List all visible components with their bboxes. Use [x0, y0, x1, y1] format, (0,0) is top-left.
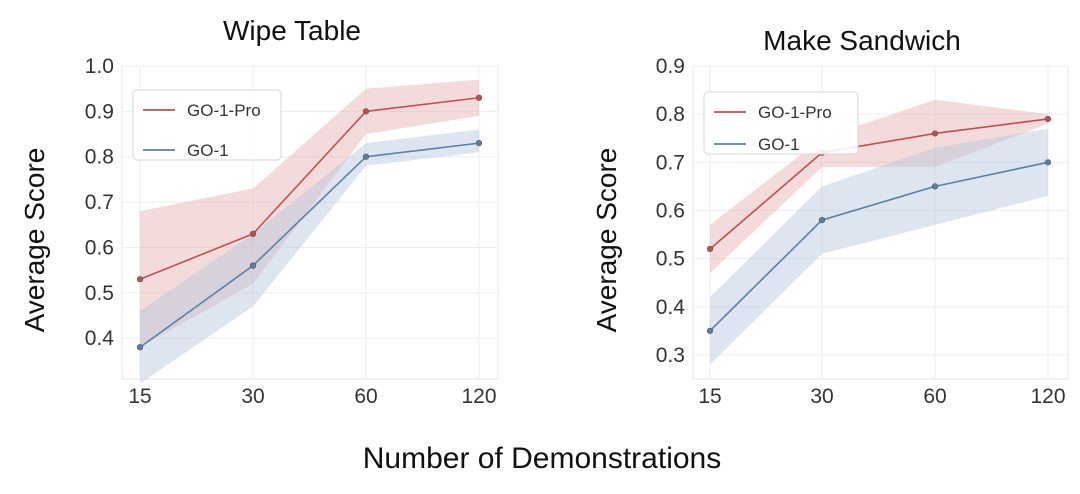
legend: GO-1-Pro GO-1 [703, 91, 859, 155]
chart-title: Make Sandwich [763, 25, 961, 56]
series-line-go-1 [139, 142, 480, 348]
y-tick-label: 0.8 [85, 146, 114, 169]
y-tick-label: 1.0 [85, 55, 114, 78]
y-tick-label: 0.4 [85, 327, 115, 350]
data-point-go-1-pro [136, 276, 144, 283]
data-point-go-1 [249, 262, 257, 269]
confidence-band-go-1-pro [140, 79, 479, 348]
legend: GO-1-Pro GO-1 [132, 89, 282, 161]
y-tick-label: 0.7 [85, 191, 114, 214]
legend-label: GO-1 [758, 135, 800, 154]
legend-label: GO-1-Pro [187, 101, 261, 120]
confidence-band-go-1-pro [710, 99, 1048, 274]
x-tick-label: 15 [128, 385, 151, 408]
data-point-go-1-pro [362, 108, 370, 115]
series-line-go-1-pro [709, 118, 1049, 250]
x-tick-label: 120 [461, 385, 496, 408]
data-point-go-1-pro [706, 245, 714, 253]
y-tick-label: 0.8 [656, 103, 685, 126]
data-point-go-1-pro [249, 230, 257, 237]
y-tick-label: 0.6 [85, 236, 114, 259]
chart-make-sandwich: 0.3 0.4 0.5 0.6 0.7 0.8 0.9 15 30 60 120 Make Sandw… [591, 25, 1069, 408]
y-tick-label: 0.9 [656, 55, 685, 78]
data-point-go-1 [1044, 159, 1052, 166]
x-tick-label: 30 [810, 385, 833, 408]
data-point-go-1 [362, 153, 370, 160]
y-axis-label: Average Score [591, 148, 622, 333]
x-tick-label: 30 [241, 385, 264, 408]
data-point-go-1-pro [1044, 115, 1052, 123]
y-axis-label: Average Score [19, 148, 50, 333]
legend-label: GO-1-Pro [758, 103, 832, 122]
x-tick-label: 15 [698, 385, 721, 408]
data-point-go-1 [818, 216, 826, 224]
confidence-band-go-1 [140, 129, 479, 384]
data-point-go-1 [136, 344, 144, 351]
data-point-go-1 [931, 183, 939, 190]
shared-x-axis-label: Number of Demonstrations [363, 442, 721, 475]
x-tick-label: 60 [923, 385, 946, 408]
y-tick-label: 0.4 [656, 296, 686, 319]
chart-title: Wipe Table [223, 15, 361, 46]
data-point-go-1 [475, 140, 483, 147]
legend-box [703, 91, 859, 155]
y-tick-label: 0.6 [656, 199, 685, 222]
data-point-go-1-pro [475, 94, 483, 101]
legend-label: GO-1 [187, 141, 229, 160]
series-line-go-1 [709, 161, 1049, 332]
confidence-band-go-1 [710, 128, 1048, 365]
legend-box [132, 89, 282, 161]
x-tick-label: 120 [1030, 385, 1065, 408]
y-tick-label: 0.5 [85, 282, 114, 305]
y-tick-label: 0.3 [656, 344, 685, 367]
y-tick-label: 0.9 [85, 100, 114, 123]
chart-wipe-table: 0.4 0.5 0.6 0.7 0.8 0.9 1.0 15 30 60 120 Wipe Table… [19, 15, 499, 408]
y-tick-label: 0.5 [656, 248, 685, 271]
series-line-go-1-pro [139, 96, 480, 280]
data-point-go-1-pro [931, 130, 939, 137]
data-point-go-1 [706, 327, 714, 334]
x-tick-label: 60 [354, 385, 377, 408]
y-tick-label: 0.7 [656, 151, 685, 174]
